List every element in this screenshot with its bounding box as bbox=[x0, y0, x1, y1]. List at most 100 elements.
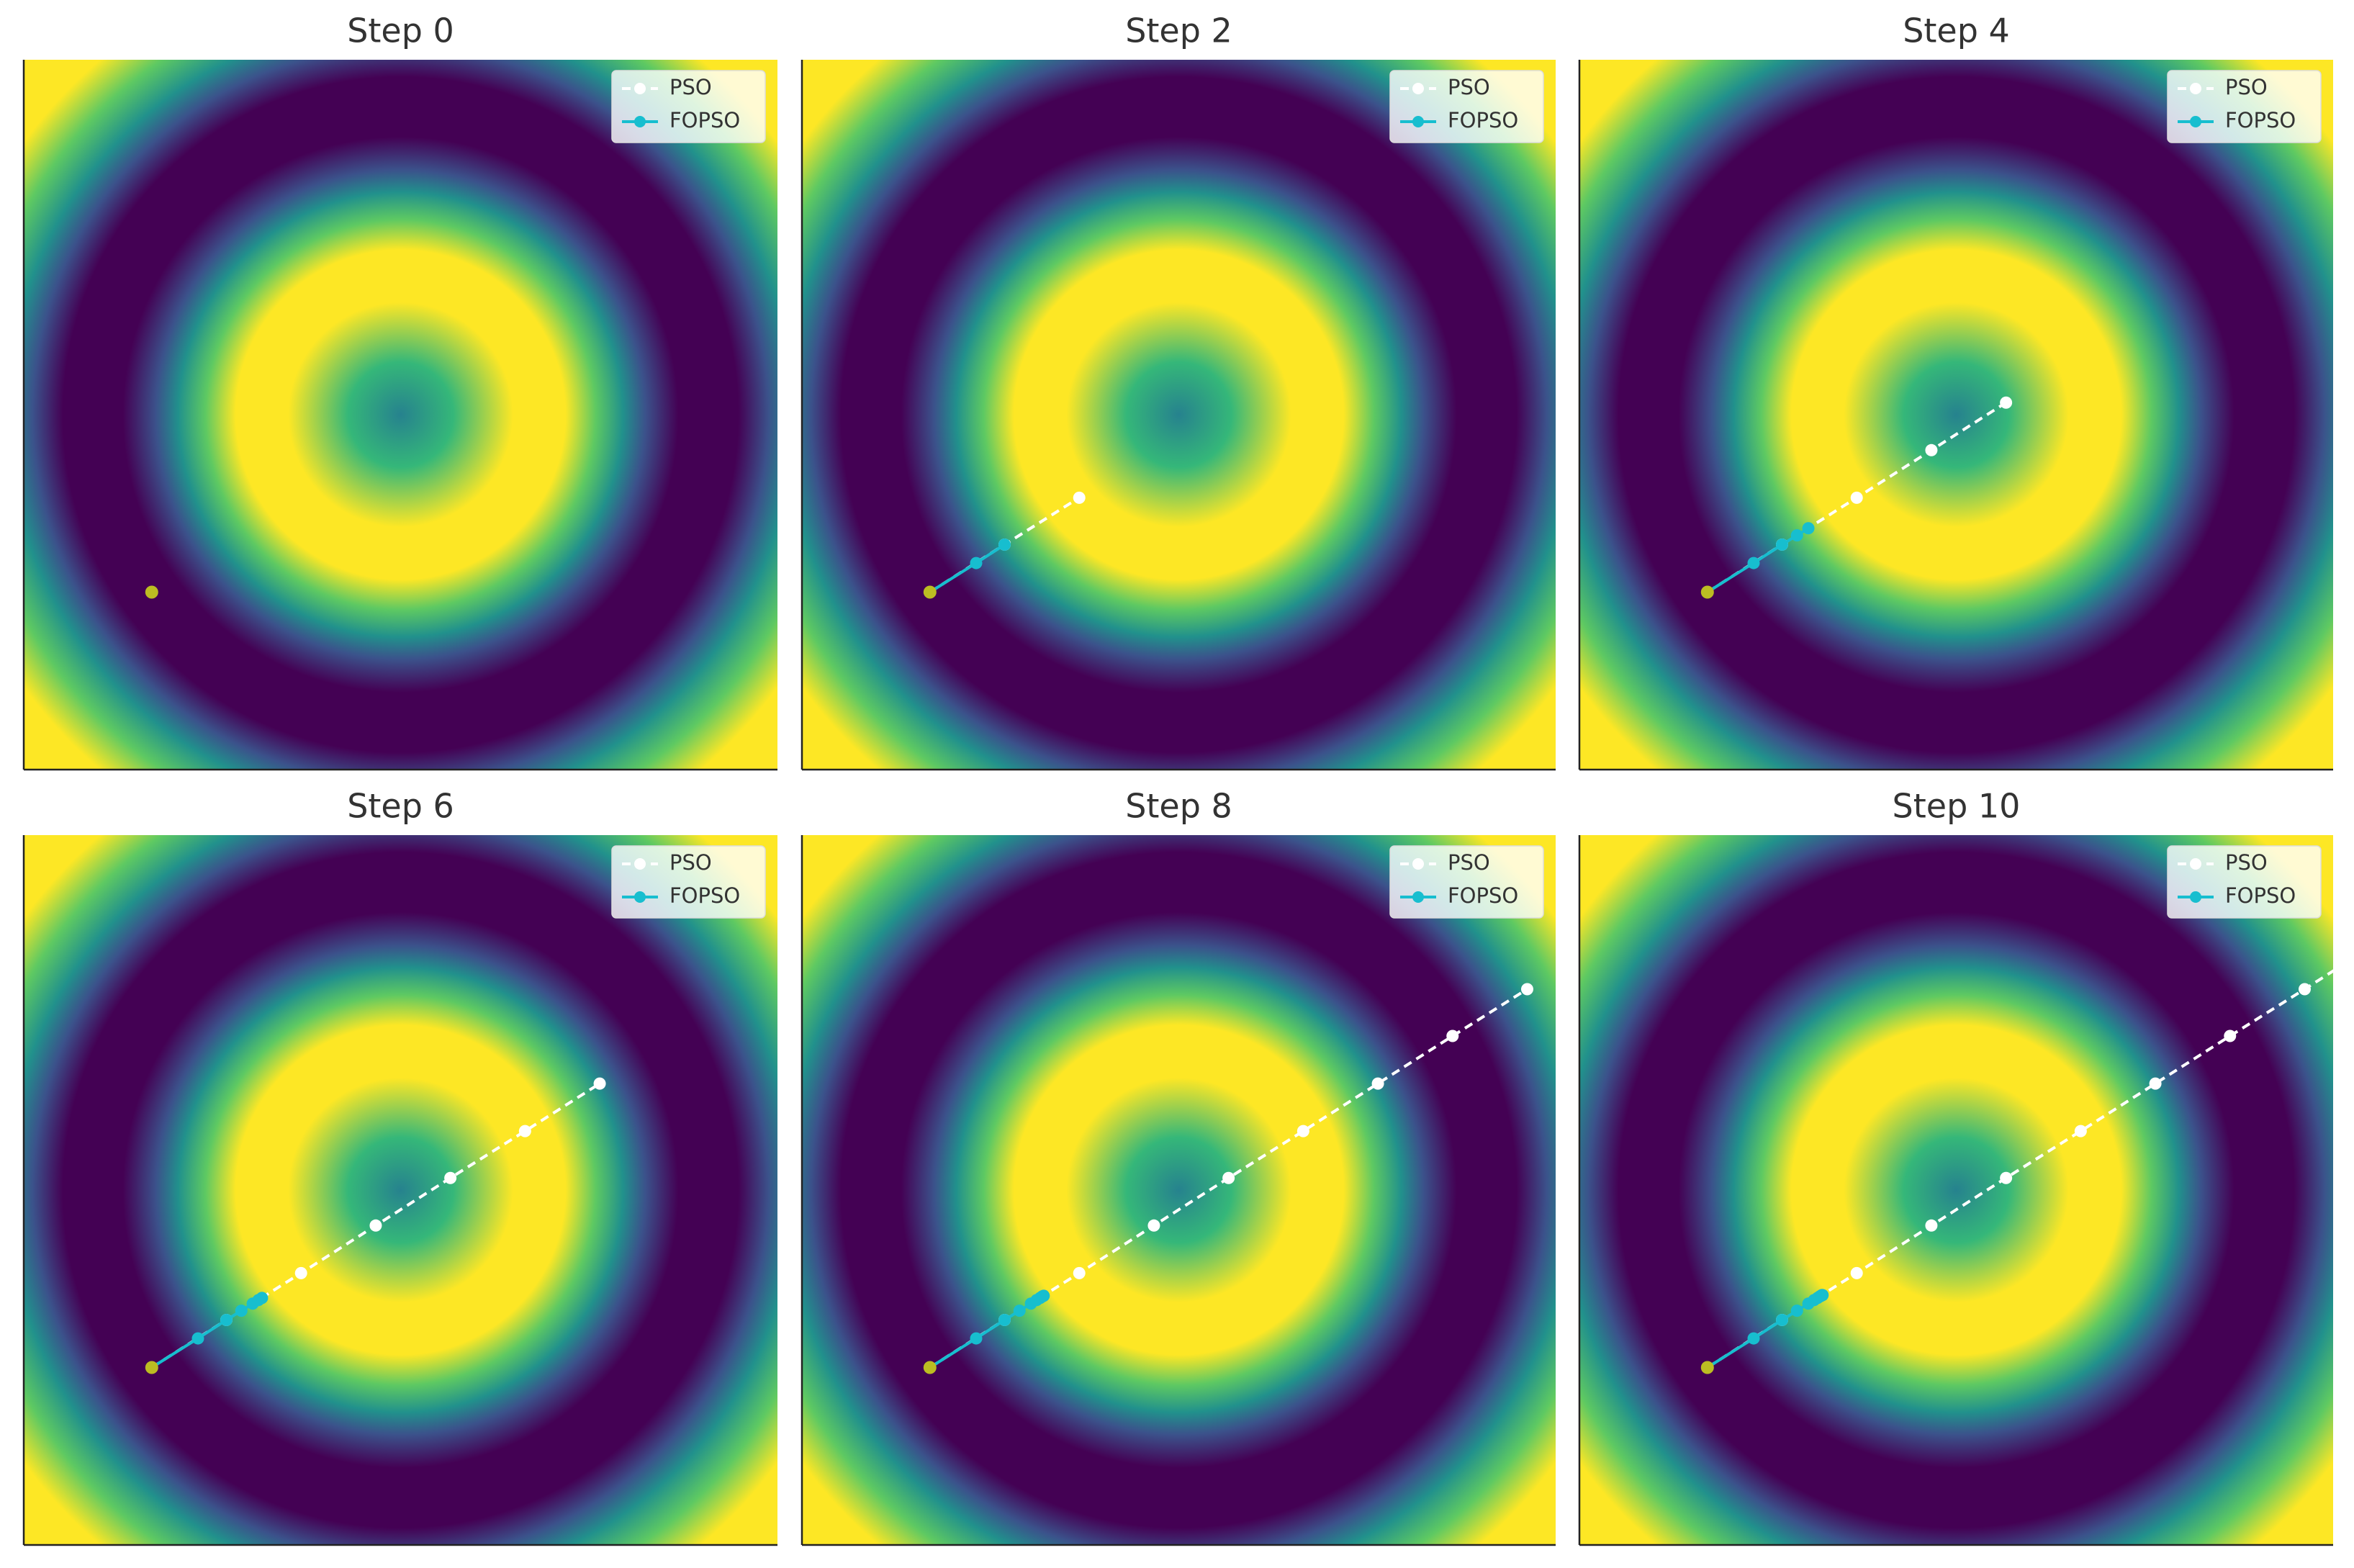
contour-background bbox=[1579, 60, 2333, 770]
trajectory-point bbox=[1747, 1332, 1760, 1345]
legend-box bbox=[2167, 70, 2322, 143]
subplot: Step 10 PSO FOPSO bbox=[1578, 787, 2333, 1546]
trajectory-point bbox=[1850, 491, 1863, 504]
trajectory-point bbox=[998, 1313, 1011, 1326]
plot-area bbox=[145, 585, 158, 599]
subplot: Step 0 PSO FOPSO bbox=[22, 12, 777, 771]
legend-box bbox=[1389, 845, 1544, 919]
subplot: Step 6 PSO FOPSO bbox=[22, 787, 777, 1546]
legend-label: PSO bbox=[669, 850, 712, 875]
subplot-title: Step 10 bbox=[1893, 787, 2021, 826]
legend-label: FOPSO bbox=[2225, 108, 2296, 132]
trajectory-point bbox=[2298, 983, 2311, 996]
plot-area bbox=[1700, 969, 2333, 1374]
trajectory-point bbox=[1446, 1029, 1459, 1042]
legend-marker bbox=[2190, 116, 2201, 127]
legend-marker bbox=[634, 891, 646, 903]
contour-background bbox=[24, 835, 777, 1545]
legend-label: FOPSO bbox=[1448, 108, 1518, 132]
trajectory-point bbox=[998, 538, 1011, 551]
start-point bbox=[1700, 1361, 1714, 1374]
contour-background bbox=[802, 60, 1556, 770]
trajectory-point bbox=[1776, 538, 1789, 551]
trajectory-point bbox=[1296, 1125, 1309, 1137]
start-point bbox=[1700, 585, 1714, 599]
trajectory-point bbox=[1222, 1171, 1235, 1184]
trajectory-point bbox=[220, 1313, 233, 1326]
trajectory-point bbox=[518, 1125, 531, 1137]
trajectory-point bbox=[2074, 1125, 2087, 1137]
contour-background bbox=[1579, 835, 2333, 1545]
contour-background bbox=[24, 60, 777, 770]
subplot: Step 8 PSO FOPSO bbox=[801, 787, 1556, 1546]
start-point bbox=[923, 1361, 937, 1374]
start-point bbox=[145, 1361, 158, 1374]
trajectory-point bbox=[970, 557, 983, 569]
legend-label: FOPSO bbox=[669, 883, 740, 908]
trajectory-point bbox=[593, 1077, 606, 1090]
trajectory-point bbox=[1037, 1289, 1050, 1302]
legend: PSO FOPSO bbox=[2167, 845, 2322, 919]
legend-marker bbox=[1412, 83, 1424, 94]
legend-marker bbox=[1412, 116, 1424, 127]
legend-label: PSO bbox=[2225, 850, 2268, 875]
legend-label: PSO bbox=[1448, 75, 1490, 99]
trajectory-point bbox=[191, 1332, 204, 1345]
legend-marker bbox=[2190, 83, 2201, 94]
trajectory-point bbox=[2000, 1171, 2013, 1184]
trajectory-point bbox=[1776, 1313, 1789, 1326]
trajectory-point bbox=[1013, 1305, 1026, 1317]
trajectory-point bbox=[1073, 1266, 1086, 1279]
legend-box bbox=[1389, 70, 1544, 143]
trajectory-point bbox=[1790, 529, 1803, 542]
legend-marker bbox=[2190, 858, 2201, 870]
trajectory-point bbox=[1925, 443, 1938, 456]
trajectory-point bbox=[1816, 1289, 1829, 1302]
trajectory-point bbox=[1371, 1077, 1384, 1090]
subplot-title: Step 8 bbox=[1125, 787, 1232, 826]
legend: PSO FOPSO bbox=[1389, 845, 1544, 919]
subplot: Step 2 PSO FOPSO bbox=[801, 12, 1556, 771]
legend-box bbox=[2167, 845, 2322, 919]
subplot: Step 4 PSO FOPSO bbox=[1578, 12, 2333, 771]
trajectory-point bbox=[1925, 1219, 1938, 1232]
legend-marker bbox=[634, 858, 646, 870]
subplot-title: Step 6 bbox=[347, 787, 454, 826]
legend-label: FOPSO bbox=[2225, 883, 2296, 908]
trajectory-point bbox=[294, 1266, 307, 1279]
legend-box bbox=[611, 70, 766, 143]
trajectory-point bbox=[1073, 491, 1086, 504]
plot-area bbox=[923, 983, 1533, 1374]
trajectory-point bbox=[235, 1305, 248, 1317]
trajectory-point bbox=[2149, 1077, 2162, 1090]
legend-marker bbox=[1412, 858, 1424, 870]
legend-label: FOPSO bbox=[669, 108, 740, 132]
trajectory-point bbox=[970, 1332, 983, 1345]
legend-marker bbox=[2190, 891, 2201, 903]
start-point bbox=[145, 585, 158, 599]
trajectory-point bbox=[369, 1219, 382, 1232]
plot-area bbox=[1700, 396, 2013, 599]
legend-marker bbox=[634, 83, 646, 94]
legend-box bbox=[611, 845, 766, 919]
legend-marker bbox=[634, 116, 646, 127]
legend-label: PSO bbox=[2225, 75, 2268, 99]
subplot-title: Step 4 bbox=[1903, 12, 2010, 50]
contour-background bbox=[802, 835, 1556, 1545]
trajectory-point bbox=[256, 1292, 269, 1305]
plot-area bbox=[145, 1077, 606, 1374]
trajectory-point bbox=[444, 1171, 457, 1184]
trajectory-point bbox=[1147, 1219, 1160, 1232]
legend-label: FOPSO bbox=[1448, 883, 1518, 908]
legend-label: PSO bbox=[1448, 850, 1490, 875]
subplot-title: Step 2 bbox=[1125, 12, 1232, 50]
trajectory-point bbox=[1520, 983, 1533, 996]
trajectory-point bbox=[1802, 522, 1815, 535]
legend: PSO FOPSO bbox=[611, 845, 766, 919]
trajectory-point bbox=[1747, 557, 1760, 569]
trajectory-point bbox=[1790, 1305, 1803, 1317]
legend: PSO FOPSO bbox=[2167, 70, 2322, 143]
legend: PSO FOPSO bbox=[1389, 70, 1544, 143]
